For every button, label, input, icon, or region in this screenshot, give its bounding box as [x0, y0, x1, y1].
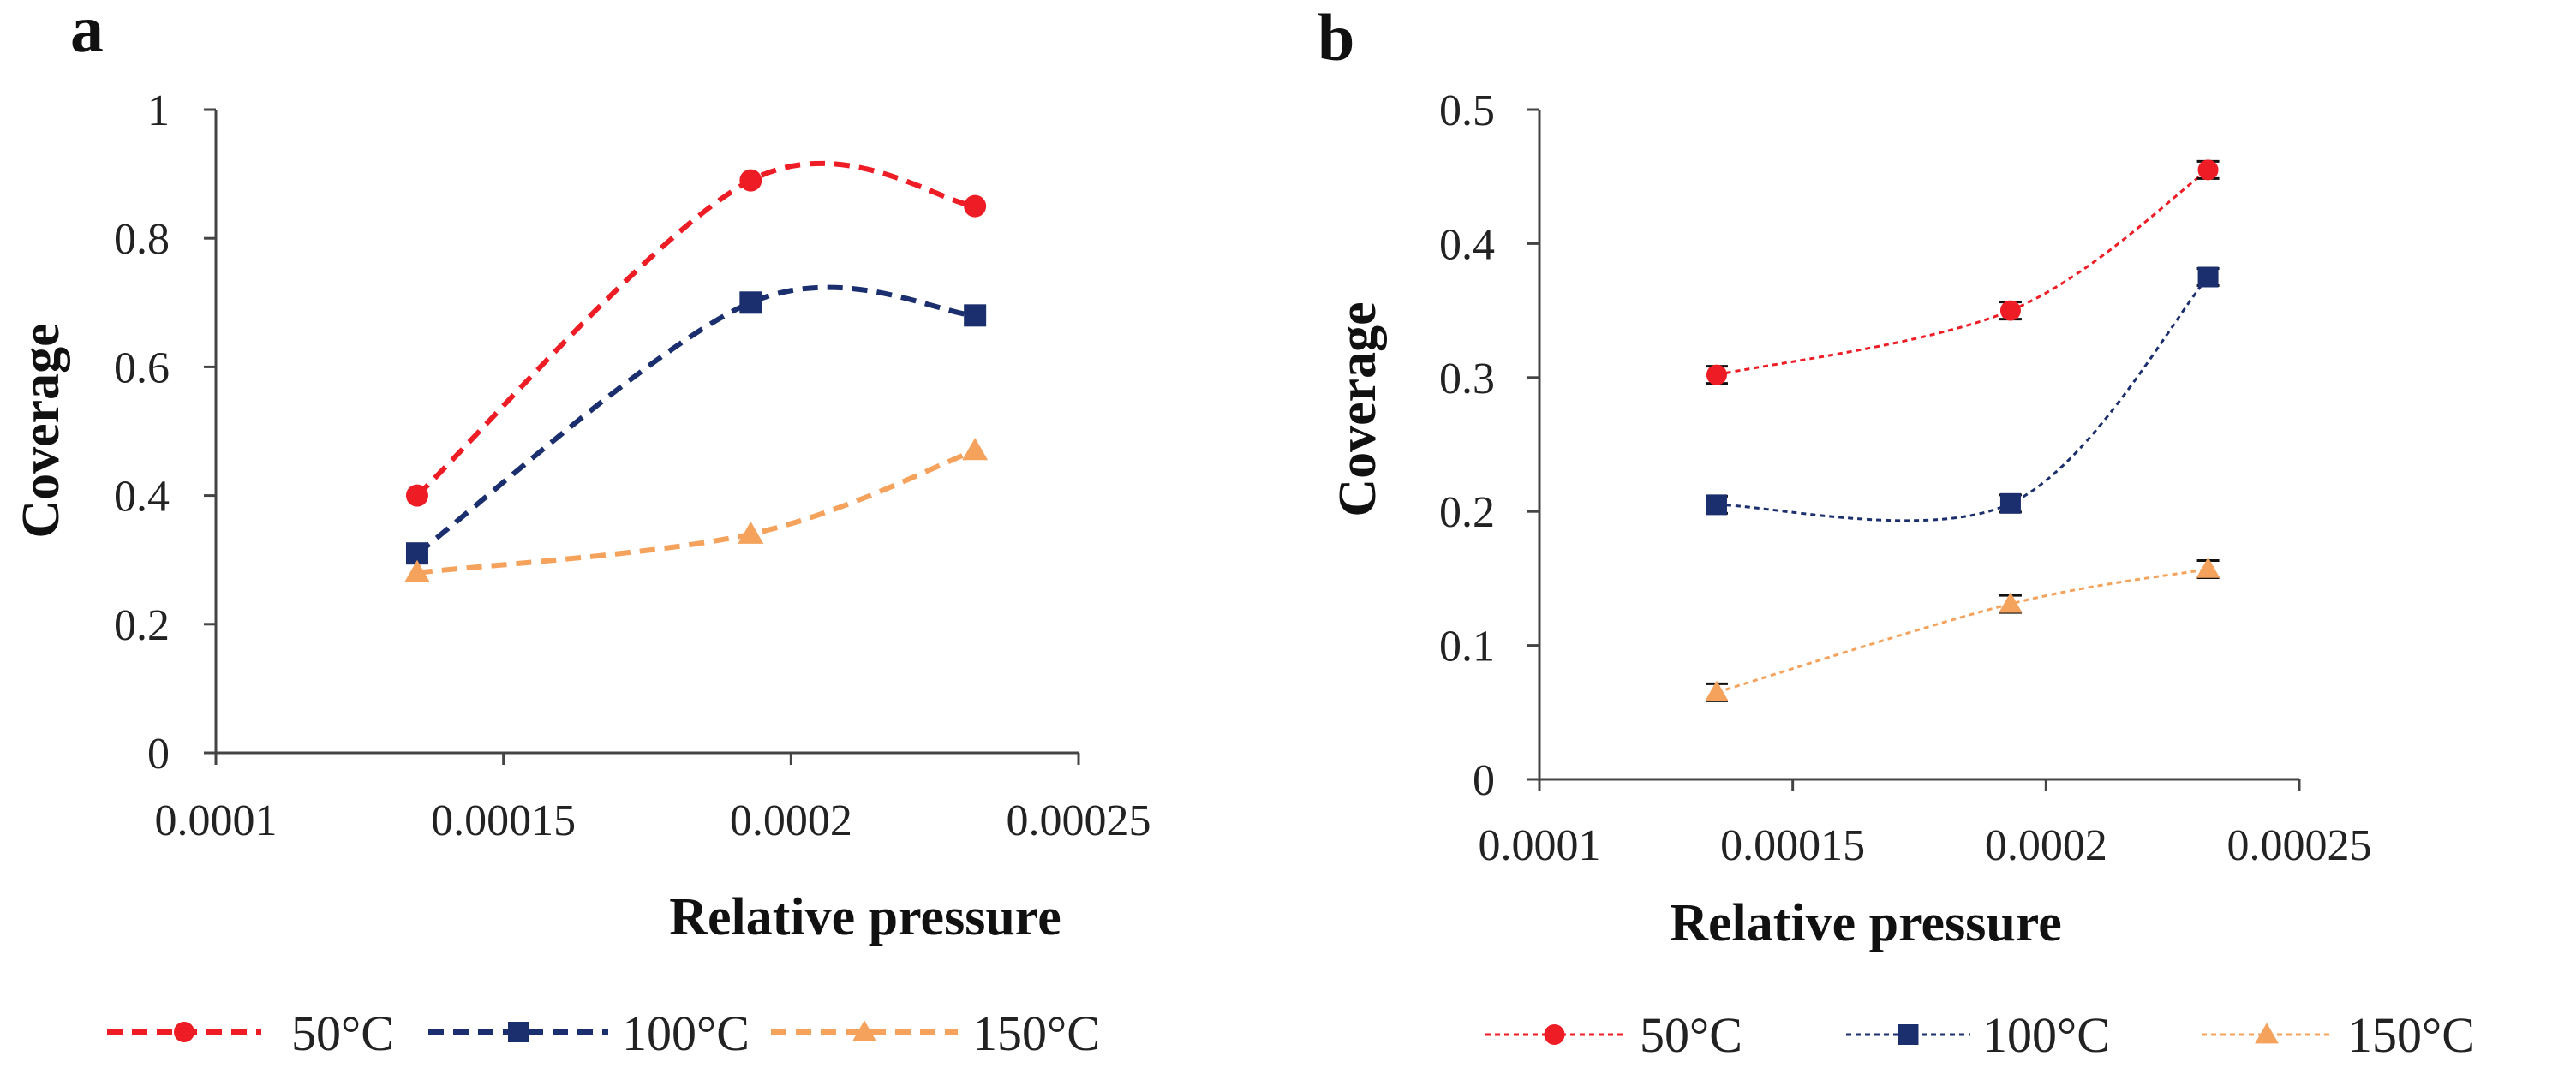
- chart-b-y-tick-label: 0: [1473, 756, 1495, 805]
- chart-b-y-tick-label: 0.4: [1439, 220, 1495, 269]
- chart-b-series-line: [1716, 567, 2208, 694]
- chart-a-y-axis-title: Coverage: [12, 323, 70, 538]
- legend-marker-circle: [1544, 1024, 1565, 1045]
- chart-b-x-tick-label: 0.00025: [2227, 821, 2372, 870]
- chart-b-data-point: [1999, 492, 2021, 514]
- legend-b: 50°C 100°C 150°C: [1485, 1007, 2475, 1063]
- chart-a-x-axis-title: Relative pressure: [669, 888, 1061, 946]
- legend-b-label-150: 150°C: [2347, 1007, 2475, 1063]
- legend-marker-circle: [174, 1022, 194, 1042]
- chart-a-series-line: [416, 448, 977, 576]
- chart-a-x-tick-label: 0.00015: [431, 797, 576, 845]
- chart-a-series-line: [415, 160, 976, 498]
- legend-swatch-triangle: [771, 1020, 958, 1041]
- panel-label-a: a: [70, 0, 104, 66]
- chart-a-data-point: [962, 438, 989, 461]
- legend-a-label-50: 50°C: [291, 1005, 394, 1061]
- chart-b-data-point: [1999, 300, 2021, 321]
- chart-b-x-tick-label: 0.0001: [1479, 821, 1601, 870]
- chart-b-x-axis-title: Relative pressure: [1670, 894, 2061, 952]
- legend-marker-square: [508, 1022, 529, 1042]
- chart-b-y-tick-label: 0.2: [1439, 488, 1495, 537]
- legend-swatch-triangle: [2202, 1023, 2332, 1044]
- chart-a-data-point: [405, 484, 428, 507]
- legend-swatch-circle: [1485, 1024, 1623, 1045]
- legend-marker-triangle: [2255, 1023, 2279, 1044]
- chart-b-x-tick-label: 0.00015: [1720, 821, 1865, 870]
- chart-b: Relative pressure Coverage 0.0001 0.00015…: [1329, 87, 2372, 952]
- chart-b-data-point: [2196, 557, 2220, 578]
- chart-b-data-point: [2197, 159, 2219, 181]
- chart-a-data-point: [738, 521, 764, 544]
- legend-b-label-100: 100°C: [1982, 1007, 2110, 1063]
- legend-marker-square: [1898, 1024, 1919, 1045]
- chart-a-y-tick-label: 0: [147, 730, 170, 779]
- legend-swatch-circle: [107, 1022, 261, 1042]
- chart-b-x-tick-label: 0.0002: [1985, 821, 2107, 870]
- chart-b-data-point: [1999, 592, 2023, 613]
- chart-a-x-tick-label: 0.0001: [155, 797, 278, 845]
- chart-a-data-point: [739, 169, 762, 192]
- chart-a-y-tick-label: 0.4: [114, 473, 170, 522]
- legend-swatch-square: [428, 1022, 608, 1042]
- chart-a-data-point: [739, 291, 762, 314]
- chart-a-data-point: [964, 304, 987, 327]
- legend-swatch-square: [1846, 1024, 1970, 1045]
- chart-a-y-tick-label: 1: [147, 87, 170, 135]
- chart-a-y-tick-label: 0.6: [114, 343, 170, 392]
- chart-a-data-point: [964, 194, 987, 218]
- chart-a-y-tick-label: 0.2: [114, 601, 170, 650]
- chart-b-data-point: [2197, 266, 2219, 288]
- legend-a-label-100: 100°C: [622, 1005, 750, 1061]
- chart-a-x-tick-label: 0.0002: [730, 797, 852, 845]
- chart-b-data-point: [1706, 364, 1727, 385]
- chart-a-data-point: [404, 559, 430, 582]
- chart-b-series-line: [1716, 276, 2209, 522]
- chart-b-data-point: [1706, 494, 1727, 516]
- legend-b-label-50: 50°C: [1640, 1007, 1742, 1063]
- legend-a-label-150: 150°C: [972, 1005, 1100, 1061]
- chart-a-series-line: [415, 284, 976, 556]
- chart-b-data-point: [1705, 680, 1729, 701]
- legend-marker-triangle: [852, 1020, 876, 1041]
- legend-a: 50°C 100°C 150°C: [107, 1005, 1100, 1061]
- chart-b-y-tick-label: 0.1: [1439, 623, 1495, 671]
- chart-a: Relative pressure Coverage 0.0001 0.00015…: [12, 87, 1151, 946]
- chart-a-x-tick-label: 0.00025: [1007, 797, 1151, 845]
- chart-b-y-tick-label: 0.5: [1439, 87, 1495, 135]
- panel-label-b: b: [1318, 0, 1354, 75]
- chart-a-y-tick-label: 0.8: [114, 215, 170, 264]
- chart-b-series-line: [1716, 169, 2209, 377]
- chart-b-y-tick-label: 0.3: [1439, 355, 1495, 403]
- chart-b-y-axis-title: Coverage: [1329, 301, 1387, 516]
